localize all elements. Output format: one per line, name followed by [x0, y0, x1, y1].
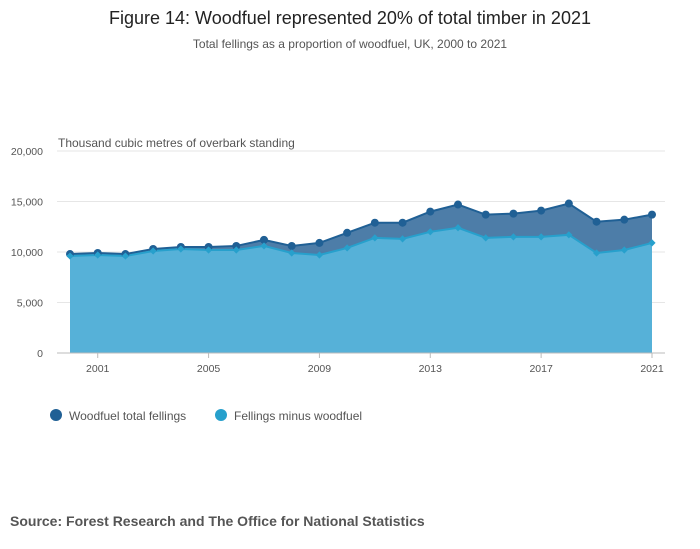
data-point-fellings[interactable]	[288, 249, 296, 257]
line-series-1	[69, 226, 653, 258]
x-tick-label: 2013	[419, 363, 443, 375]
line-layer	[69, 202, 653, 258]
data-point-fellings[interactable]	[371, 234, 379, 242]
data-point-woodfuel[interactable]	[232, 241, 241, 250]
data-point-woodfuel[interactable]	[287, 241, 296, 250]
legend: Woodfuel total fellings Fellings minus wo…	[50, 409, 362, 423]
legend-label: Fellings minus woodfuel	[234, 409, 362, 423]
x-tick-label: 2001	[86, 363, 110, 375]
y-tick-label: 5,000	[17, 298, 43, 310]
data-point-woodfuel[interactable]	[426, 207, 435, 216]
data-point-fellings[interactable]	[121, 252, 130, 260]
x-tick-label: 2021	[640, 363, 664, 375]
legend-marker	[50, 409, 62, 421]
data-point-fellings[interactable]	[592, 249, 601, 257]
y-tick-label: 0	[37, 348, 43, 360]
data-point-fellings[interactable]	[66, 252, 74, 260]
legend-item[interactable]: Woodfuel total fellings	[50, 409, 186, 423]
chart-title: Figure 14: Woodfuel represented 20% of t…	[109, 8, 591, 28]
y-axis-label: Thousand cubic metres of overbark standi…	[58, 136, 295, 150]
data-point-fellings[interactable]	[315, 251, 324, 259]
source-note: Source: Forest Research and The Office f…	[10, 513, 425, 529]
legend-marker	[215, 409, 227, 421]
data-point-woodfuel[interactable]	[315, 238, 324, 247]
axis-layer: 0 5,000 10,000 15,000 20,000 2001 2005 2009 2013…	[11, 146, 665, 375]
x-tick-label: 2005	[197, 363, 221, 375]
data-point-woodfuel[interactable]	[343, 228, 352, 237]
chart-subtitle: Total fellings as a proportion of woodfu…	[193, 37, 508, 51]
point-layer	[66, 199, 656, 260]
data-point-fellings[interactable]	[509, 233, 518, 241]
data-point-fellings[interactable]	[620, 246, 628, 254]
x-tick-label: 2009	[308, 363, 332, 375]
y-tick-label: 15,000	[11, 197, 43, 209]
data-point-woodfuel[interactable]	[509, 209, 518, 218]
data-point-fellings[interactable]	[398, 235, 407, 243]
data-point-fellings[interactable]	[149, 247, 157, 255]
x-tick-label: 2017	[529, 363, 553, 375]
data-point-fellings[interactable]	[426, 228, 434, 236]
data-point-woodfuel[interactable]	[620, 215, 629, 224]
y-tick-label: 10,000	[11, 247, 43, 259]
data-point-woodfuel[interactable]	[398, 218, 407, 227]
area-layer	[70, 203, 652, 353]
y-tick-label: 20,000	[11, 146, 43, 158]
data-point-fellings[interactable]	[482, 234, 490, 242]
legend-item[interactable]: Fellings minus woodfuel	[215, 409, 362, 423]
area-series-1	[70, 227, 652, 353]
legend-label: Woodfuel total fellings	[69, 409, 186, 423]
data-point-fellings[interactable]	[565, 231, 573, 239]
data-point-fellings[interactable]	[204, 246, 213, 254]
data-point-fellings[interactable]	[343, 244, 351, 252]
data-point-woodfuel[interactable]	[260, 235, 268, 244]
data-point-woodfuel[interactable]	[481, 210, 490, 219]
data-point-woodfuel[interactable]	[370, 218, 379, 227]
data-point-woodfuel[interactable]	[564, 199, 573, 208]
data-point-fellings[interactable]	[232, 246, 240, 254]
data-point-fellings[interactable]	[648, 239, 656, 247]
data-point-fellings[interactable]	[537, 233, 545, 241]
data-point-fellings[interactable]	[260, 242, 268, 250]
data-point-fellings[interactable]	[94, 251, 102, 259]
data-point-fellings[interactable]	[177, 245, 185, 253]
data-point-woodfuel[interactable]	[454, 200, 462, 209]
data-point-woodfuel[interactable]	[592, 217, 601, 226]
line-series-0	[69, 202, 653, 256]
data-point-woodfuel[interactable]	[537, 206, 546, 215]
data-point-woodfuel[interactable]	[648, 210, 656, 219]
data-point-fellings[interactable]	[454, 224, 462, 232]
